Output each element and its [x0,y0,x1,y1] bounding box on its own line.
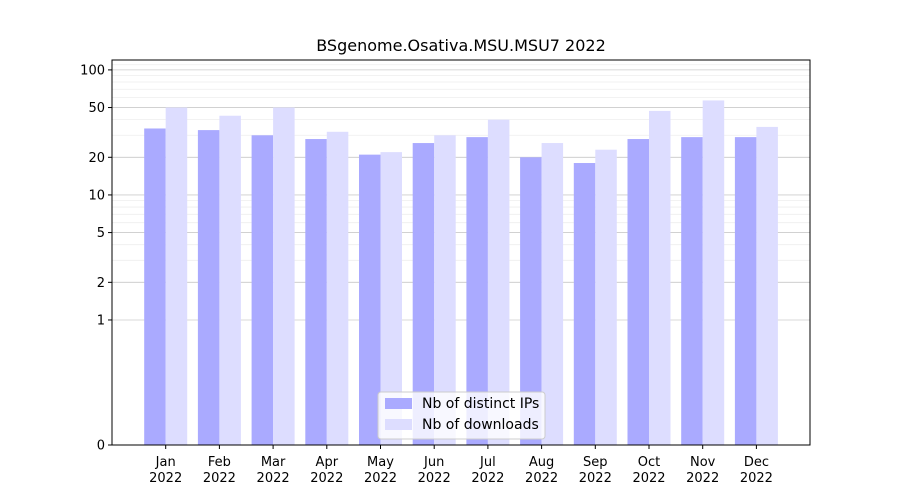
bar-distinct-ips [734,137,757,445]
bar-downloads [273,107,295,446]
bar-downloads [702,100,725,445]
legend-swatch-distinct-ips [385,398,412,409]
x-tick-label: Apr 2022 [310,455,343,486]
x-tick-label: Oct 2022 [632,455,665,486]
y-tick-label: 50 [88,101,105,116]
legend-label-downloads: Nb of downloads [422,417,539,433]
x-tick-label: Mar 2022 [257,455,290,486]
y-tick-label: 100 [80,63,105,78]
y-tick-label: 2 [97,276,105,291]
y-tick-label: 1 [97,313,105,328]
legend-frame [377,391,546,440]
legend-swatch-downloads [385,419,412,430]
bar-distinct-ips [144,128,166,445]
x-tick-label: Jun 2022 [418,455,451,486]
bar-downloads [595,149,617,446]
bar-distinct-ips [251,135,274,445]
bar-distinct-ips [466,137,488,445]
x-tick-label: Aug 2022 [525,455,558,486]
x-tick-label: Jul 2022 [471,455,504,486]
plot-frame [111,59,811,446]
bar-distinct-ips [197,130,220,445]
bar-downloads [380,152,402,445]
x-tick-label: Sep 2022 [579,455,612,486]
bar-downloads [434,135,456,445]
bar-downloads [487,119,510,446]
bar-distinct-ips [412,143,435,445]
y-tick-label: 0 [97,439,105,454]
chart-title: BSgenome.Osativa.MSU.MSU7 2022 [316,36,606,55]
bar-downloads [541,143,564,445]
x-tick-label: Dec 2022 [740,455,773,486]
bar-distinct-ips [359,154,381,446]
x-tick-label: Feb 2022 [203,455,236,486]
x-tick-label: Nov 2022 [686,455,719,486]
bar-downloads [165,107,188,446]
x-axis: Jan 2022 Feb 2022 Mar 2022 Apr 2022 May 2022 Jun 20… [149,445,773,486]
bar-distinct-ips [520,157,542,445]
bars [144,100,778,446]
bar-downloads [326,131,349,445]
y-tick-label: 10 [88,188,105,203]
bar-downloads [219,115,241,445]
bar-downloads [756,126,778,446]
y-axis: 0 1 2 5 10 20 50 100 [80,63,112,454]
x-tick-label: May 2022 [364,455,397,486]
x-tick-label: Jan 2022 [149,455,182,486]
y-tick-label: 20 [88,151,105,166]
bar-distinct-ips [305,139,327,445]
bar-distinct-ips [627,139,649,445]
bar-distinct-ips [573,163,596,445]
bar-distinct-ips [681,137,703,445]
legend-label-distinct-ips: Nb of distinct IPs [422,396,539,412]
bar-downloads [649,110,671,445]
legend: Nb of distinct IPs Nb of downloads [377,391,546,440]
y-tick-label: 5 [97,226,105,241]
